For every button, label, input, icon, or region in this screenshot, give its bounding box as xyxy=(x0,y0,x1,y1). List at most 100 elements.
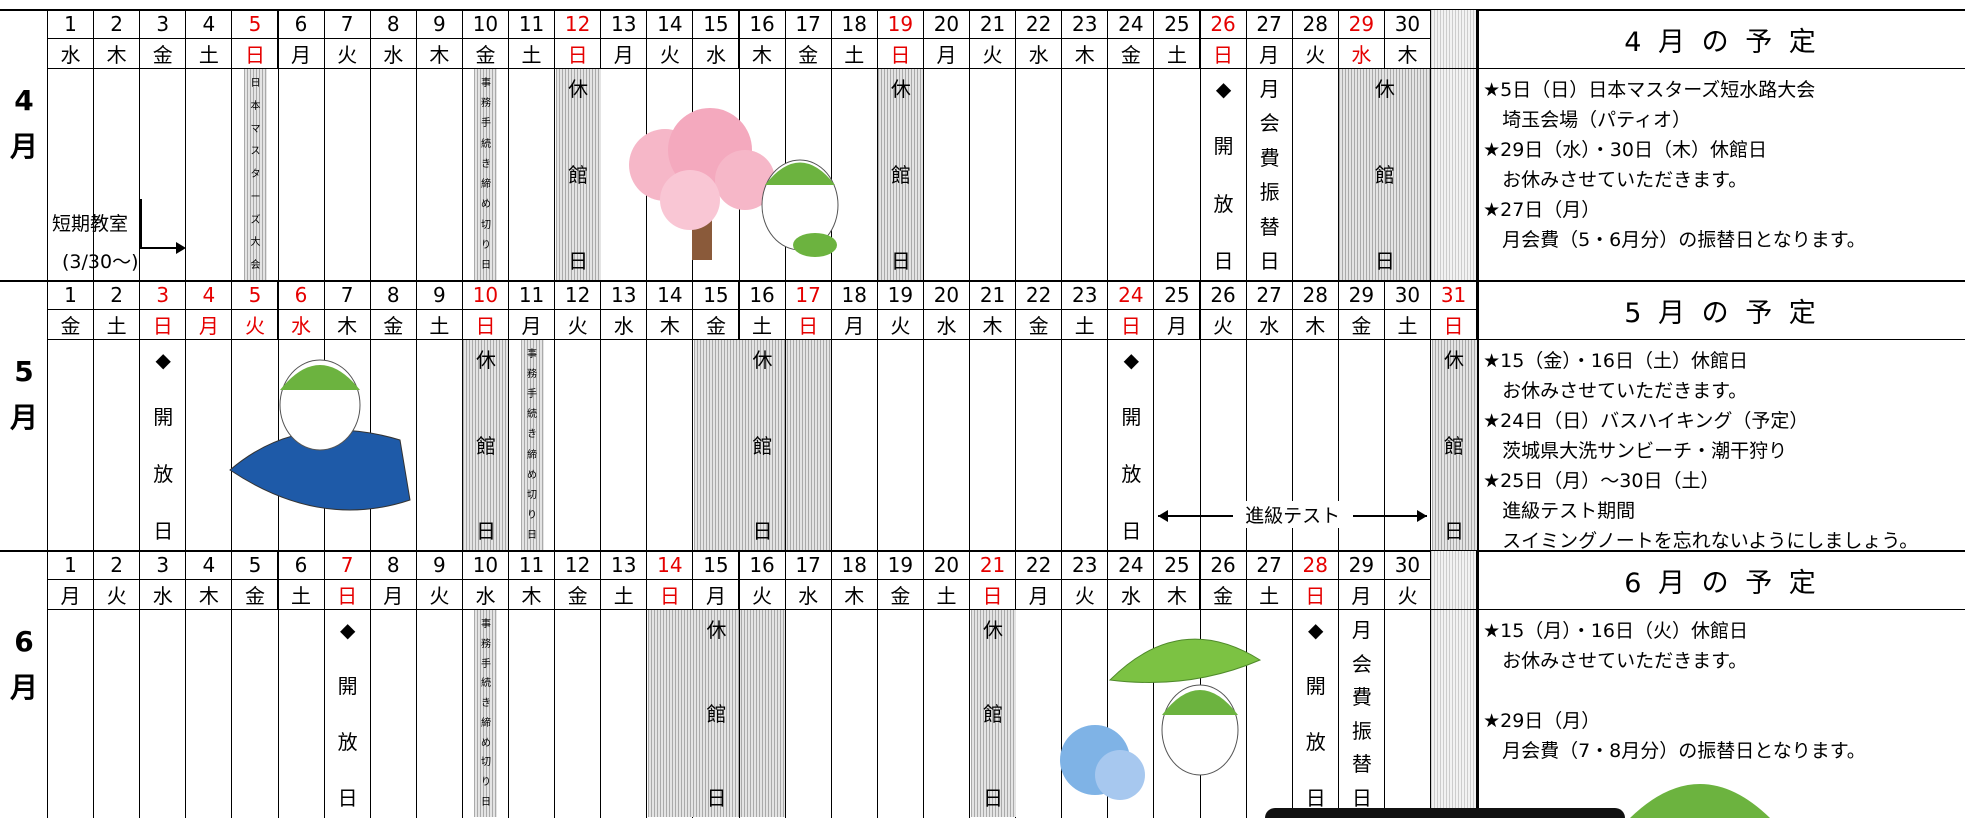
weekday: 土 xyxy=(186,39,233,69)
day-number: 2 xyxy=(94,10,141,39)
day-number: 29 xyxy=(1338,281,1385,310)
day-number: 23 xyxy=(1062,281,1109,310)
weekday: 水 xyxy=(923,310,970,340)
plan-line: 月会費（7・8月分）の振替日となります。 xyxy=(1483,740,1866,762)
closed-shade xyxy=(555,69,601,280)
weekday: 日 xyxy=(647,580,694,610)
day-number: 8 xyxy=(370,281,417,310)
weekday: 土 xyxy=(831,39,878,69)
column-line xyxy=(1107,281,1109,551)
arrow-head xyxy=(1417,510,1427,522)
day-number: 21 xyxy=(970,281,1017,310)
day-number: 18 xyxy=(831,281,878,310)
day-number: 9 xyxy=(416,551,463,580)
weekday: 火 xyxy=(739,580,786,610)
plan-line: お休みさせていただきます。 xyxy=(1483,650,1748,672)
weekday: 土 xyxy=(1246,580,1293,610)
plan-line: 月会費（5・6月分）の振替日となります。 xyxy=(1483,229,1866,251)
weekday: 月 xyxy=(48,580,95,610)
weekday: 月 xyxy=(278,39,325,69)
day-number: 11 xyxy=(509,551,556,580)
plan-line: 茨城県大洗サンビーチ・潮干狩り xyxy=(1483,440,1788,462)
weekday: 水 xyxy=(785,580,832,610)
day-number: 20 xyxy=(923,281,970,310)
weekday: 日 xyxy=(140,310,187,340)
header-line xyxy=(48,339,1478,340)
day-number: 19 xyxy=(877,281,924,310)
column-line xyxy=(784,551,786,818)
day-number: 13 xyxy=(601,10,648,39)
column-line xyxy=(922,10,924,281)
closed-shade xyxy=(474,610,498,817)
plan-line: ★29日（水）・30日（木）休館日 xyxy=(1483,139,1767,161)
day-number: 24 xyxy=(1108,10,1155,39)
column-line xyxy=(461,281,463,551)
column-line xyxy=(93,10,95,281)
plan-border xyxy=(1477,281,1480,551)
column-line xyxy=(600,551,602,818)
column-line xyxy=(554,10,556,281)
day-number: 25 xyxy=(1154,10,1201,39)
day-number: 16 xyxy=(739,551,786,580)
day-number: 7 xyxy=(324,281,371,310)
day-number: 27 xyxy=(1246,281,1293,310)
day-number: 16 xyxy=(739,10,786,39)
column-line xyxy=(1015,10,1017,281)
weekday: 火 xyxy=(1384,580,1431,610)
weekday: 金 xyxy=(232,580,279,610)
day-number: 6 xyxy=(278,281,325,310)
day-number: 22 xyxy=(1016,551,1063,580)
day-number: 28 xyxy=(1292,10,1339,39)
weekday: 木 xyxy=(1292,310,1339,340)
plan-title: 6 月 の 予 定 xyxy=(1479,551,1965,610)
column-line xyxy=(1291,281,1293,551)
day-number: 13 xyxy=(601,281,648,310)
column-line xyxy=(646,551,648,818)
column-line xyxy=(277,551,279,818)
weekday: 木 xyxy=(647,310,694,340)
weekday: 日 xyxy=(785,310,832,340)
day-number: 23 xyxy=(1062,10,1109,39)
day-number: 7 xyxy=(324,551,371,580)
column-line xyxy=(1430,10,1431,281)
mascot-head xyxy=(1630,784,1770,818)
column-line xyxy=(1199,10,1201,281)
column-line xyxy=(369,10,371,281)
column-line xyxy=(1061,10,1063,281)
day-number: 26 xyxy=(1200,281,1247,310)
weekday: 月 xyxy=(370,580,417,610)
bracket-line xyxy=(140,199,142,247)
day-note: 休館日 xyxy=(1444,348,1465,543)
column-line xyxy=(1383,281,1385,551)
weekday: 土 xyxy=(923,580,970,610)
plan-line: スイミングノートを忘れないようにしましょう。 xyxy=(1483,530,1919,552)
closed-shade xyxy=(463,340,509,550)
column-line xyxy=(1107,551,1109,818)
weekday: 月 xyxy=(1246,39,1293,69)
closed-shade xyxy=(970,610,1016,817)
column-line xyxy=(1337,281,1339,551)
day-note: ◆ 開放日 xyxy=(153,348,174,543)
month-unit: 月 xyxy=(9,401,38,434)
weekday: 土 xyxy=(1384,310,1431,340)
range-label: 進級テスト xyxy=(1232,501,1353,528)
month-number: 6 xyxy=(14,625,34,658)
weekday: 金 xyxy=(140,39,187,69)
weekday: 木 xyxy=(831,580,878,610)
weekday: 土 xyxy=(601,580,648,610)
column-line xyxy=(1153,551,1155,818)
weekday: 月 xyxy=(923,39,970,69)
weekday: 火 xyxy=(1062,580,1109,610)
day-number: 19 xyxy=(877,551,924,580)
column-line xyxy=(922,281,924,551)
weekday: 月 xyxy=(509,310,556,340)
day-number: 28 xyxy=(1292,281,1339,310)
day-number: 1 xyxy=(48,551,95,580)
plan-line: 埼玉会場（パティオ） xyxy=(1483,109,1691,131)
column-line xyxy=(1337,10,1339,281)
column-line xyxy=(323,551,325,818)
column-line xyxy=(139,281,141,551)
weekday: 金 xyxy=(555,580,602,610)
column-line xyxy=(277,10,279,281)
column-line xyxy=(1015,281,1017,551)
